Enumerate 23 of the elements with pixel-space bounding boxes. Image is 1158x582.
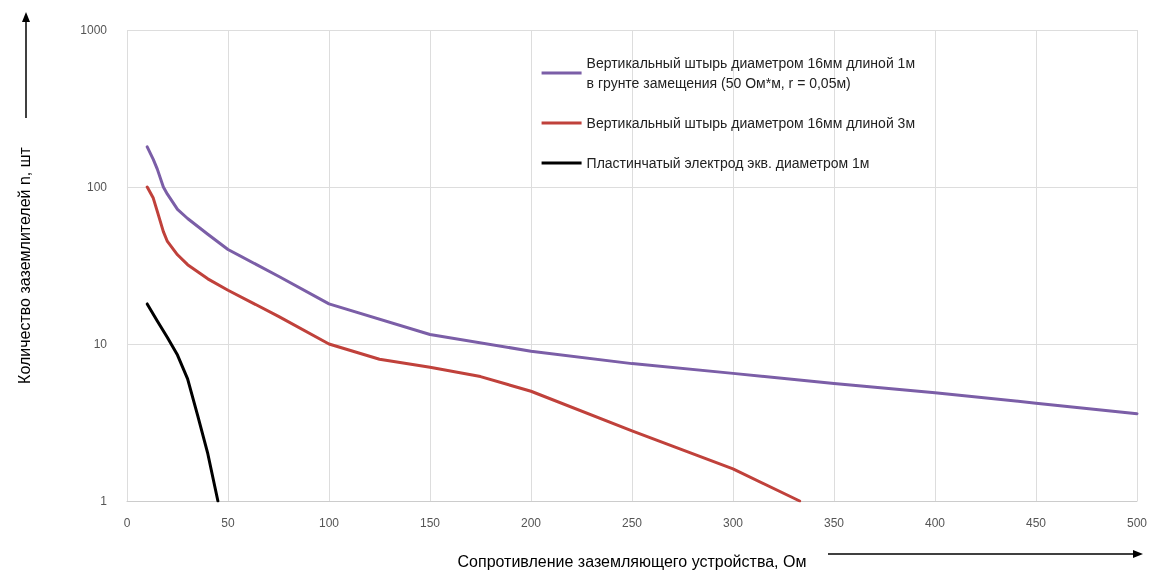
y-tick-label: 1000 bbox=[80, 23, 108, 37]
legend-label: Пластинчатый электрод экв. диаметром 1м bbox=[586, 155, 870, 171]
x-tick-label: 150 bbox=[419, 516, 441, 530]
x-tick-label: 200 bbox=[520, 516, 542, 530]
line-series bbox=[145, 145, 1139, 416]
y-tick-label: 100 bbox=[86, 180, 108, 194]
x-tick-label: 300 bbox=[722, 516, 744, 530]
legend-label: Вертикальный штырь диаметром 16мм длиной 1м в грунте замещения (50 Ом*м, r = 0,05м) bbox=[586, 55, 916, 91]
x-tick-label: 250 bbox=[621, 516, 643, 530]
x-axis-title: Сопротивление заземляющего устройства, Ом bbox=[457, 552, 807, 570]
line-series bbox=[145, 302, 220, 503]
x-tick-label: 500 bbox=[1126, 516, 1148, 530]
y-tick-label: 10 bbox=[93, 337, 108, 351]
y-axis-title: Количество заземлителей n, шт bbox=[15, 146, 33, 384]
x-tick-label: 50 bbox=[221, 516, 235, 530]
x-tick-label: 400 bbox=[924, 516, 946, 530]
y-tick-label: 1 bbox=[100, 494, 108, 508]
x-tick-label: 100 bbox=[318, 516, 340, 530]
x-tick-label: 350 bbox=[823, 516, 845, 530]
x-tick-label: 0 bbox=[123, 516, 131, 530]
x-tick-label: 450 bbox=[1025, 516, 1047, 530]
legend-label: Вертикальный штырь диаметром 16мм длиной 3м bbox=[586, 115, 916, 131]
line-series bbox=[145, 185, 802, 503]
